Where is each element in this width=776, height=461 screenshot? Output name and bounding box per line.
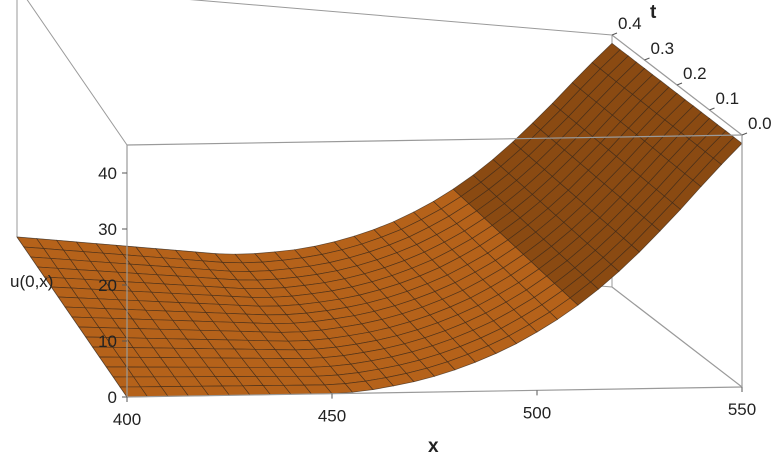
axis-ticks: 400 450 500 550 0 10 20 30 40 0.0 0.1 0.2 0.3 0.4 bbox=[98, 14, 772, 429]
x-tick-label: 500 bbox=[523, 403, 551, 422]
z-tick-label: 20 bbox=[98, 276, 117, 295]
t-axis-label: t bbox=[650, 2, 657, 23]
box-edge bbox=[611, 286, 743, 388]
t-tick-label: 0.4 bbox=[618, 14, 642, 33]
t-tick-mark bbox=[709, 107, 715, 111]
t-tick-mark bbox=[676, 82, 683, 86]
x-axis-label: x bbox=[428, 436, 439, 457]
box-edge bbox=[126, 134, 743, 146]
bounding-box-front bbox=[126, 34, 743, 398]
z-tick-label: 0 bbox=[108, 388, 117, 407]
box-edge bbox=[26, 0, 128, 146]
t-tick-label: 0.2 bbox=[683, 64, 707, 83]
t-tick-mark bbox=[644, 57, 650, 61]
t-tick-label: 0.3 bbox=[651, 39, 675, 58]
surface-cell bbox=[712, 136, 743, 165]
x-tick-label: 400 bbox=[113, 410, 141, 429]
x-tick-label: 550 bbox=[728, 400, 756, 419]
box-edge bbox=[126, 386, 743, 398]
t-tick-label: 0.0 bbox=[748, 114, 772, 133]
t-tick-mark bbox=[611, 32, 618, 36]
t-tick-label: 0.1 bbox=[716, 89, 740, 108]
z-axis-label: u(0,x) bbox=[10, 272, 53, 291]
t-tick-mark bbox=[741, 132, 748, 136]
z-tick-label: 30 bbox=[98, 220, 117, 239]
z-tick-label: 40 bbox=[98, 164, 117, 183]
box-edge bbox=[189, 0, 613, 36]
z-tick-label: 10 bbox=[98, 332, 117, 351]
surface-mesh bbox=[16, 42, 743, 398]
x-tick-label: 450 bbox=[318, 407, 346, 426]
